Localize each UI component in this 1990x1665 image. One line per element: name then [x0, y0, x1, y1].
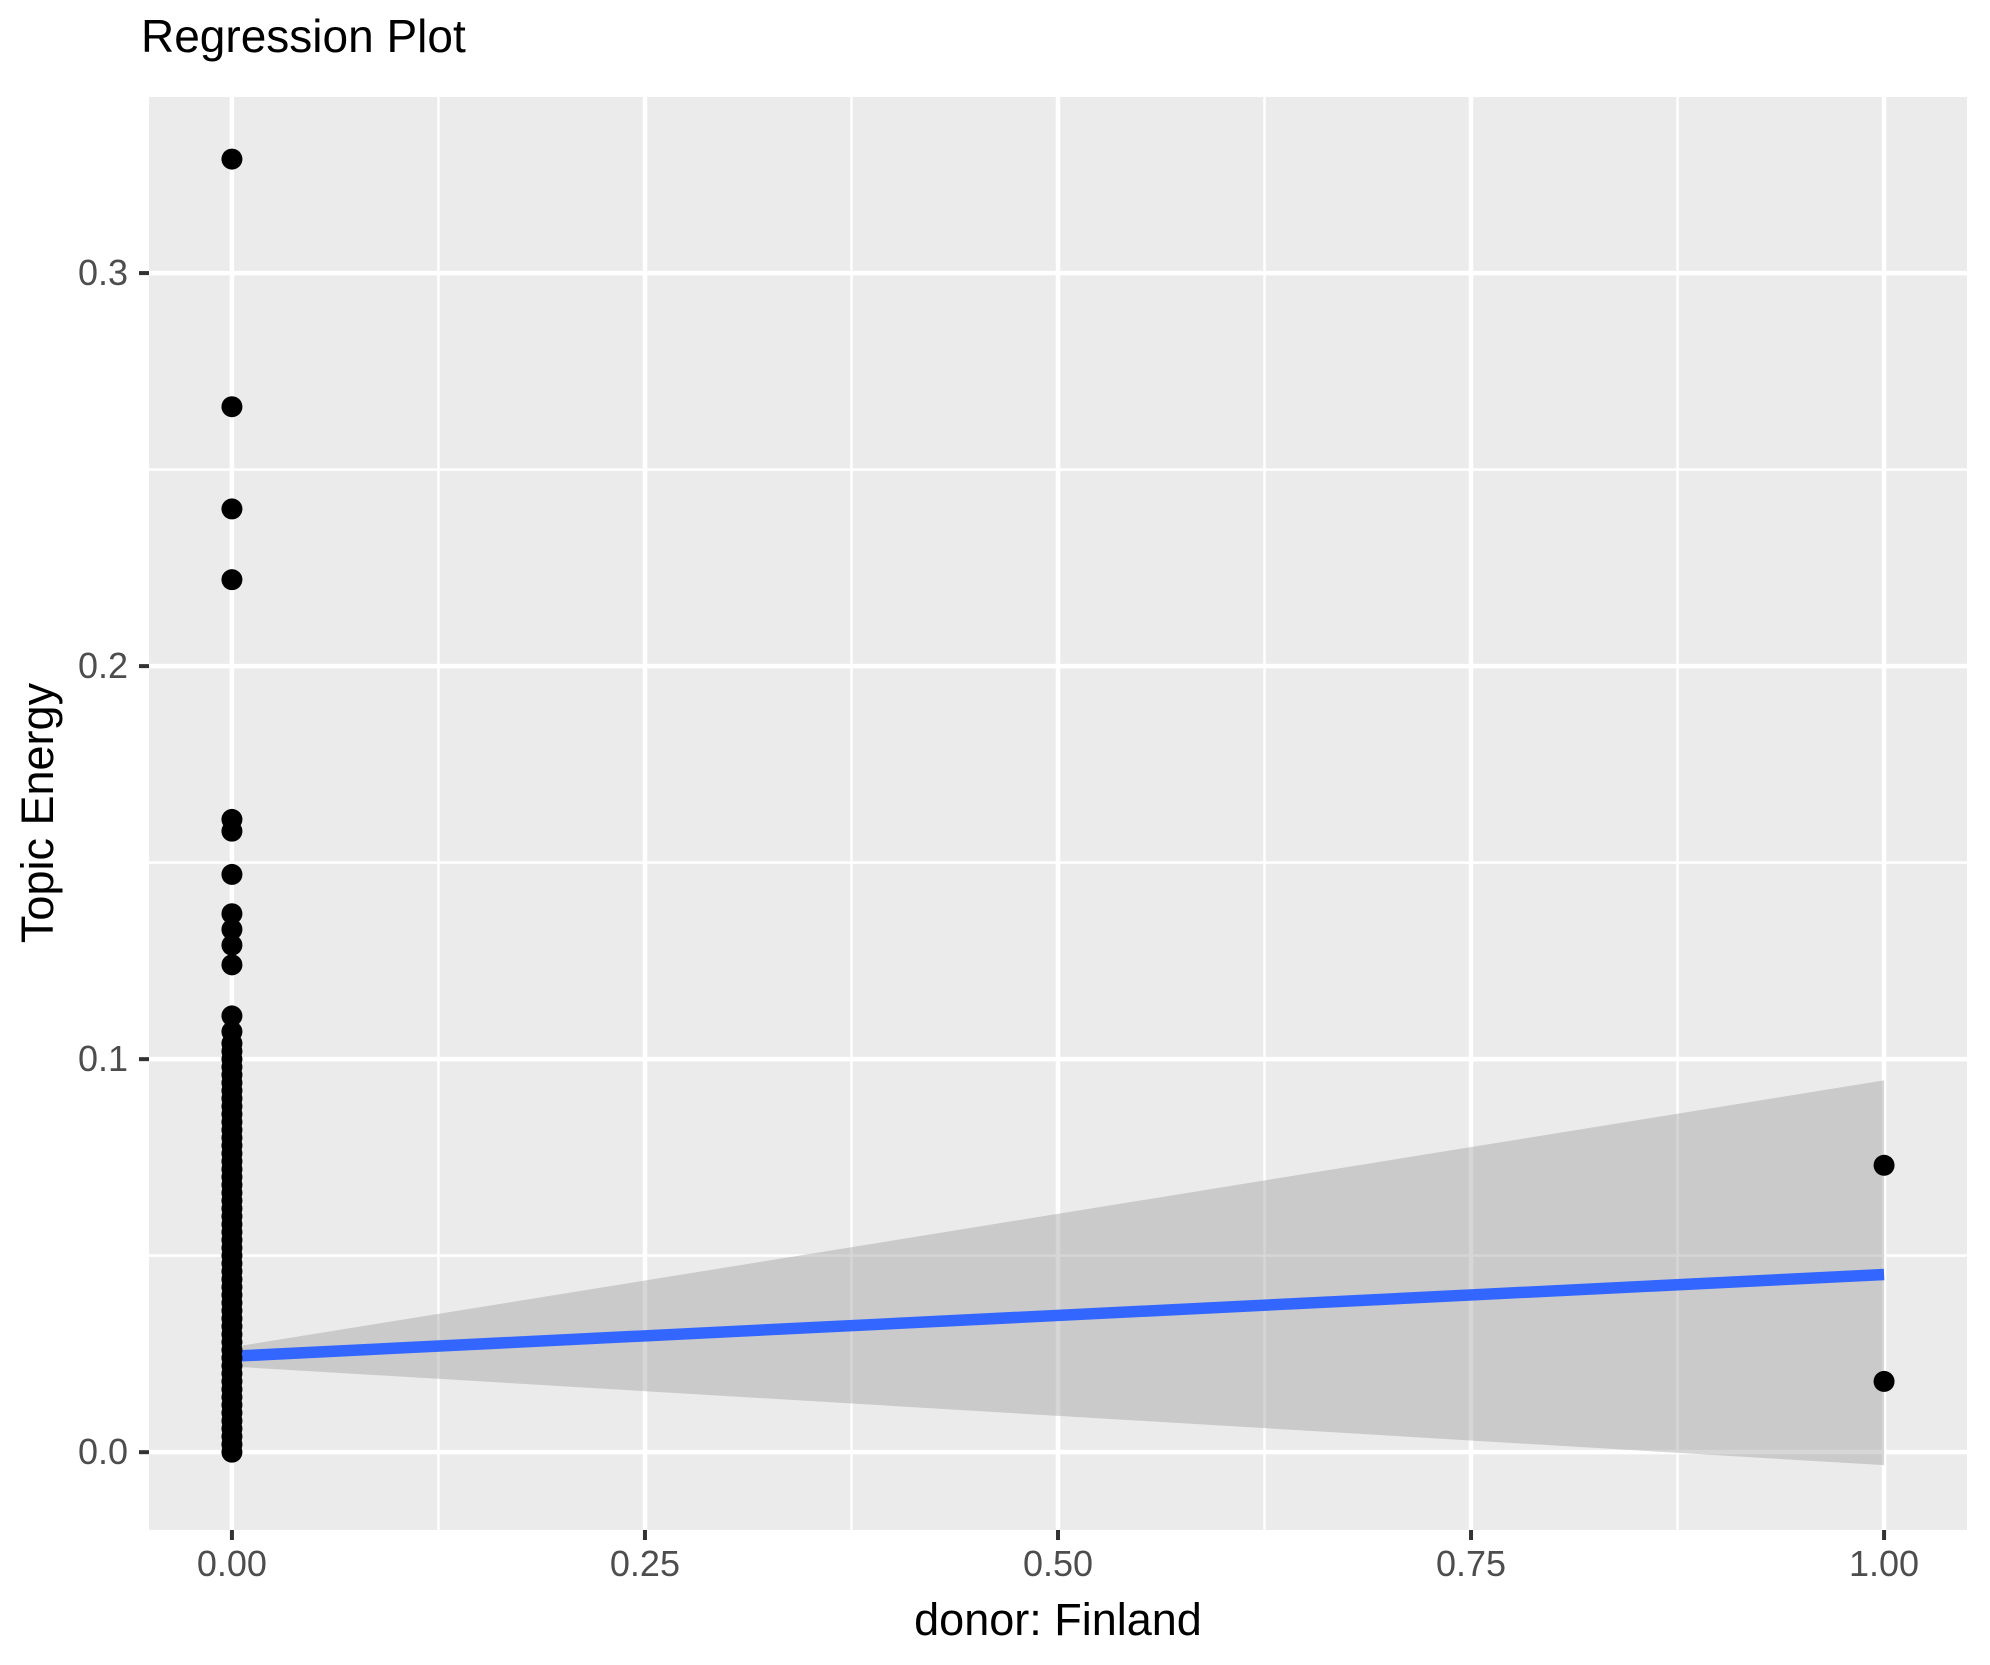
x-axis-title: donor: Finland [914, 1594, 1202, 1645]
data-point [221, 498, 243, 520]
y-tick-label: 0.3 [77, 252, 128, 294]
x-tick-label: 0.50 [1022, 1543, 1094, 1584]
data-point [221, 396, 243, 418]
data-point [221, 1005, 243, 1027]
data-point [221, 808, 243, 830]
x-tick-label: 0.00 [196, 1543, 267, 1584]
y-tick-label: 0.2 [77, 645, 128, 687]
x-tick-label: 0.25 [609, 1543, 680, 1584]
regression-line [231, 1268, 1885, 1363]
data-point [1873, 1370, 1895, 1392]
data-point [221, 903, 243, 925]
y-tick-label: 0.1 [77, 1038, 128, 1080]
data-point [221, 934, 243, 956]
y-tick-label: 0.0 [77, 1431, 128, 1473]
data-point [221, 569, 243, 591]
data-point [221, 954, 243, 976]
x-tick-label: 1.00 [1849, 1543, 1920, 1584]
data-point [221, 148, 243, 170]
data-point [221, 1021, 243, 1043]
data-point [221, 918, 243, 940]
data-point [221, 863, 243, 885]
data-point [1873, 1154, 1895, 1176]
confidence-band [231, 1080, 1885, 1466]
chart-title: Regression Plot [141, 10, 466, 62]
y-axis-title: Topic Energy [12, 682, 63, 944]
x-tick-label: 0.75 [1435, 1543, 1507, 1584]
